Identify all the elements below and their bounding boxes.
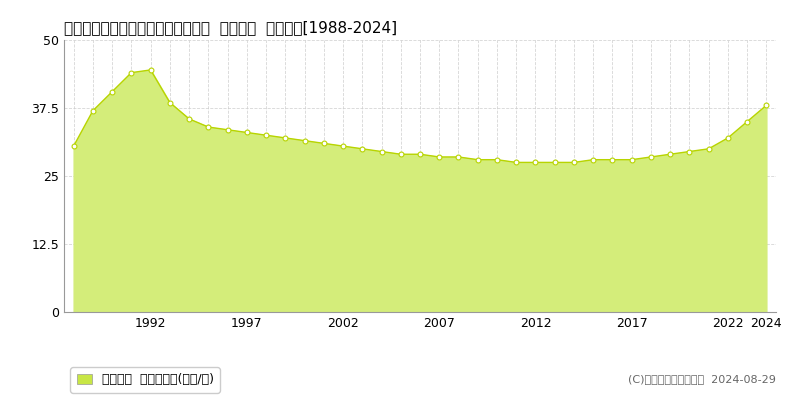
Text: 愛知県知立市八橋町的場４３番２外  地価公示  地価推移[1988-2024]: 愛知県知立市八橋町的場４３番２外 地価公示 地価推移[1988-2024] [64,20,397,35]
Text: (C)土地価格ドットコム  2024-08-29: (C)土地価格ドットコム 2024-08-29 [628,374,776,384]
Legend: 地価公示  平均坪単価(万円/坪): 地価公示 平均坪単価(万円/坪) [70,367,220,393]
